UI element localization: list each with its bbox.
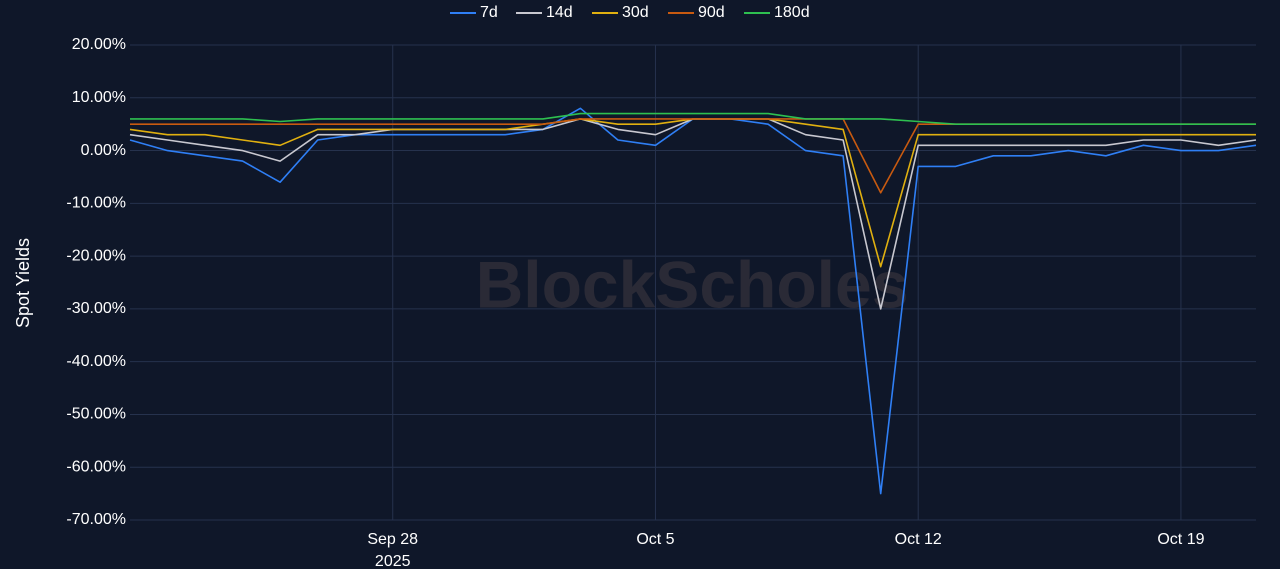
legend-item: 30d	[592, 4, 649, 21]
y-tick-label: -40.00%	[66, 353, 126, 370]
y-tick-label: -60.00%	[66, 458, 126, 475]
watermark: BlockScholes	[476, 247, 909, 321]
legend-item: 7d	[450, 4, 498, 21]
legend-label: 180d	[774, 4, 810, 21]
legend-label: 14d	[546, 4, 573, 21]
x-tick-label: Sep 28	[367, 531, 418, 548]
x-tick-label: Oct 19	[1157, 531, 1204, 548]
y-axis-label: Spot Yields	[13, 238, 33, 328]
y-tick-label: 10.00%	[72, 89, 126, 106]
legend-item: 14d	[516, 4, 573, 21]
legend-label: 7d	[480, 4, 498, 21]
x-tick-label: Oct 5	[636, 531, 674, 548]
legend-item: 90d	[668, 4, 725, 21]
y-tick-label: -30.00%	[66, 300, 126, 317]
y-tick-label: -50.00%	[66, 406, 126, 423]
y-tick-label: 0.00%	[81, 142, 126, 159]
legend-label: 30d	[622, 4, 649, 21]
y-tick-label: 20.00%	[72, 36, 126, 53]
y-tick-label: -10.00%	[66, 195, 126, 212]
y-tick-label: -20.00%	[66, 247, 126, 264]
series-line	[130, 112, 1256, 125]
grid	[130, 44, 1256, 521]
x-tick-label: Oct 12	[895, 531, 942, 548]
legend-label: 90d	[698, 4, 725, 21]
y-tick-label: -70.00%	[66, 511, 126, 528]
legend-item: 180d	[744, 4, 810, 21]
x-tick-year: 2025	[375, 553, 411, 569]
